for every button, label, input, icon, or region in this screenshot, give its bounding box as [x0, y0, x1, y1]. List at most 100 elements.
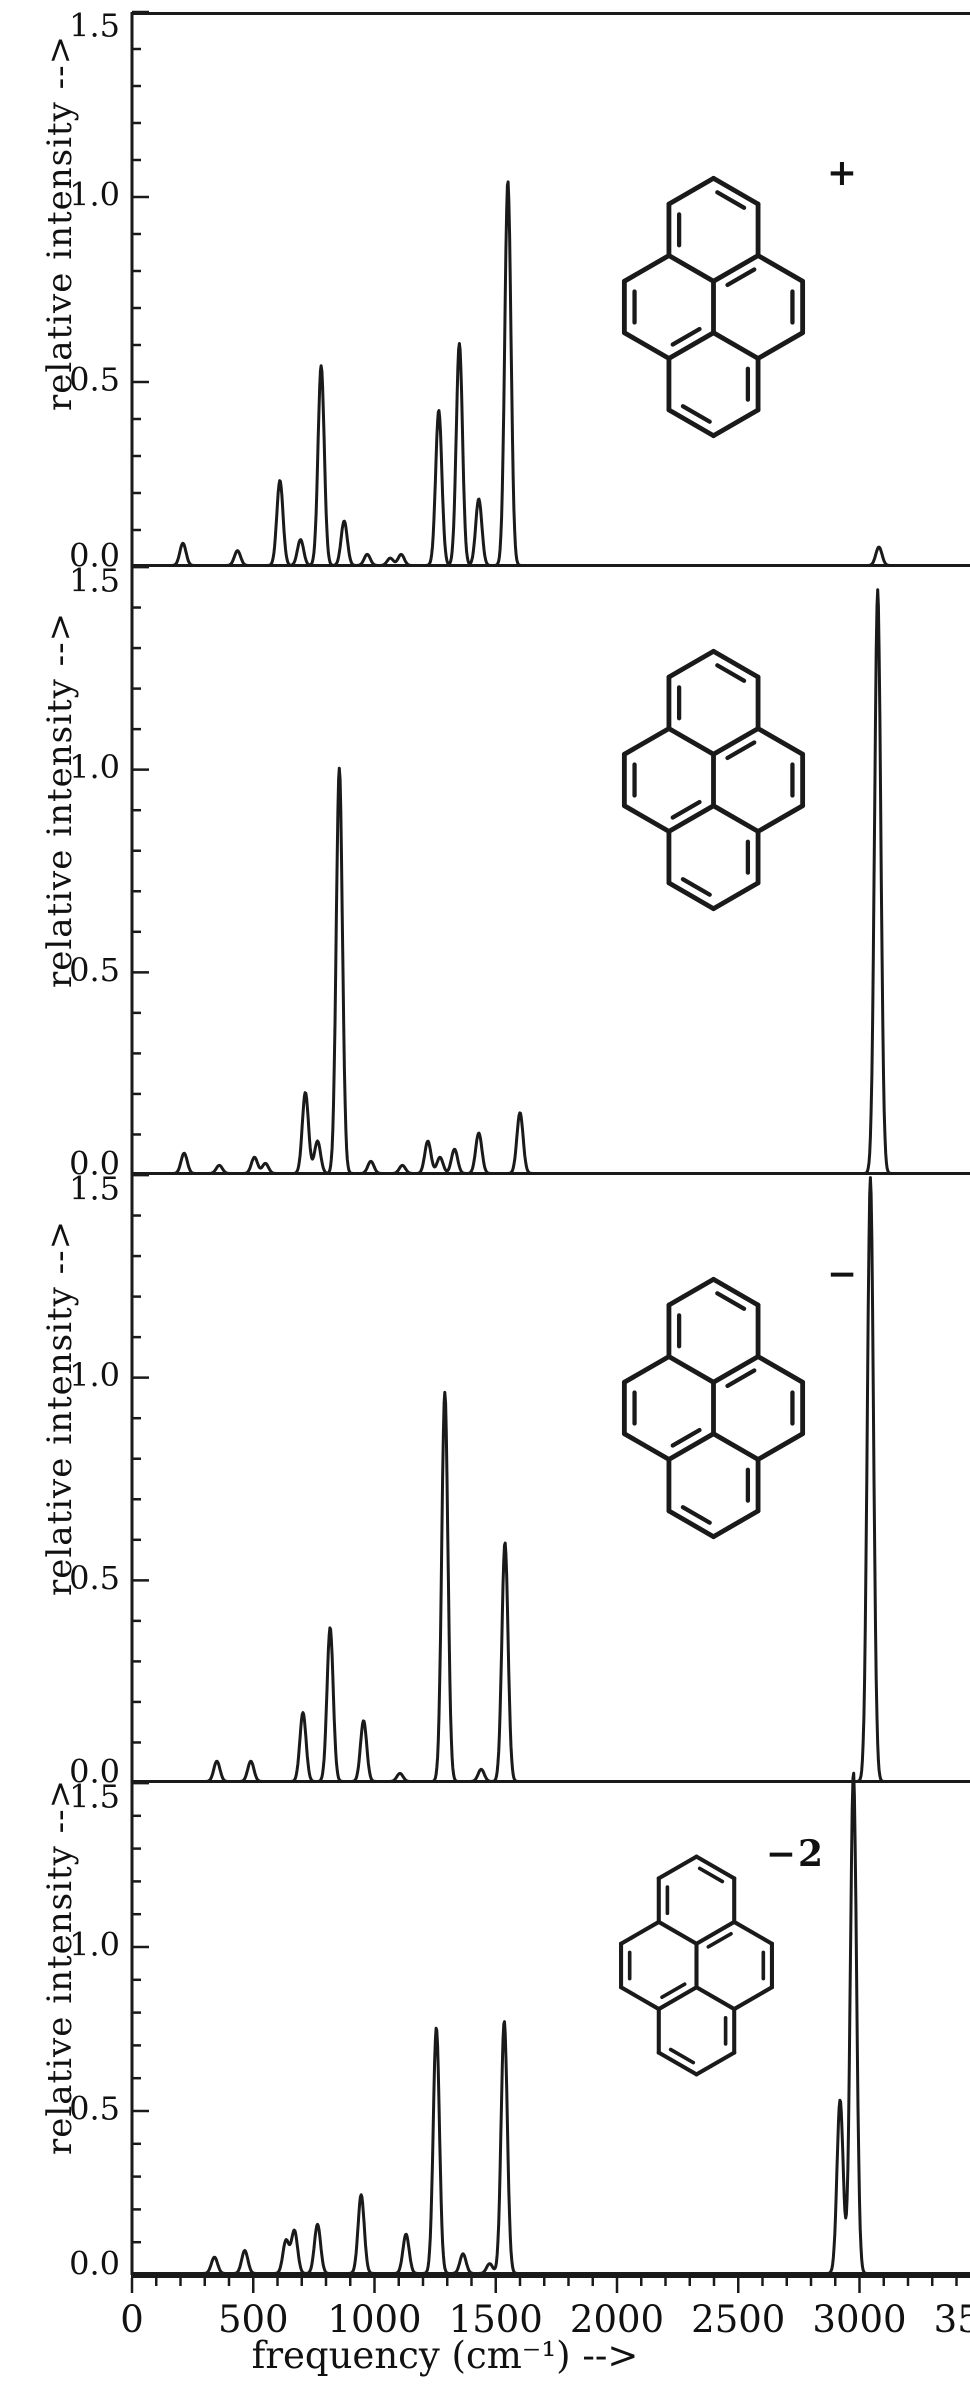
- x-tick-label: 1000: [327, 2298, 421, 2339]
- bond: [619, 1919, 661, 1946]
- double-bond-inner-line: [715, 1291, 747, 1311]
- bond: [711, 1431, 761, 1462]
- pyrene-cation-structure: +: [602, 152, 857, 452]
- bond: [621, 253, 672, 284]
- double-bond-inner-line: [680, 1505, 712, 1525]
- y-tick-label: 1.5: [69, 562, 120, 600]
- bond: [755, 803, 806, 834]
- bond: [711, 1276, 761, 1308]
- pyrene-neutral-structure: [602, 635, 825, 925]
- y-axis-title: relative intensity -->: [40, 1220, 80, 1597]
- bond: [666, 648, 716, 680]
- bond: [711, 648, 761, 680]
- bond: [694, 1919, 737, 1946]
- y-tick-label: 1.5: [69, 1170, 120, 1208]
- x-axis-title: frequency (cm⁻¹) -->: [251, 2334, 639, 2377]
- double-bond-inner-line: [680, 877, 712, 897]
- bond: [694, 2050, 737, 2077]
- charge-label-cation: +: [826, 152, 859, 194]
- pyrene-anion-structure: −: [602, 1253, 857, 1553]
- bond: [619, 1985, 661, 2012]
- x-tick-label: 0: [120, 2298, 144, 2339]
- bond: [621, 1431, 672, 1462]
- bond: [732, 1985, 774, 2012]
- spectrum-curve: [131, 180, 970, 567]
- x-tick-label: 500: [218, 2298, 289, 2339]
- double-bond-inner-line: [660, 1982, 687, 2000]
- y-tick-label: 0.5: [69, 361, 120, 399]
- double-bond-inner-line: [725, 267, 757, 288]
- double-bond-inner-line: [668, 2047, 696, 2065]
- double-bond-inner-line: [697, 1866, 725, 1884]
- y-tick-label: 0.0: [69, 1145, 120, 1183]
- double-bond-inner-line: [706, 1931, 733, 1949]
- bond: [621, 803, 672, 834]
- bond: [666, 330, 716, 361]
- bond: [732, 1919, 774, 1946]
- bond: [666, 253, 716, 284]
- cation-spectrum-plot: 0.0 0.5 1.0 1.5: [69, 7, 970, 575]
- x-tick-label: 1500: [449, 2298, 543, 2339]
- spectrum-panel-cation: 0.0 0.5 1.0 1.5 relative intensity --> +: [0, 7, 970, 575]
- spectrum-curve: [131, 588, 970, 1175]
- double-bond-inner-line: [670, 326, 702, 347]
- spectrum-curve: [131, 1771, 970, 2275]
- bond: [711, 253, 761, 284]
- bond: [711, 803, 761, 834]
- x-tick-label: 3000: [812, 2298, 906, 2339]
- frequency-axis: 0 500 1000 1500 2000 2500 3000 3500: [120, 2275, 970, 2339]
- bond: [711, 880, 761, 912]
- bond: [755, 253, 806, 284]
- pyrene-dianion-structure: −2: [602, 1833, 823, 2088]
- bond: [666, 1508, 716, 1540]
- double-bond-inner-line: [725, 740, 757, 761]
- double-bond-inner-line: [670, 1427, 702, 1448]
- pyrene-skeleton-drawing: [621, 175, 806, 439]
- pyrene-skeleton-drawing: [621, 648, 806, 912]
- bond: [755, 1354, 806, 1385]
- bond: [694, 1854, 737, 1881]
- double-bond-inner-line: [680, 404, 712, 424]
- y-axis-title: relative intensity -->: [40, 34, 80, 411]
- bond: [656, 1985, 699, 2012]
- pyrene-skeleton-drawing: [619, 1854, 774, 2077]
- y-tick-label: 1.0: [69, 748, 120, 786]
- bond: [666, 1354, 716, 1385]
- bond: [711, 1354, 761, 1385]
- y-tick-label: 0.0: [69, 2245, 120, 2283]
- bond: [666, 880, 716, 912]
- bond: [656, 2050, 699, 2077]
- y-tick-label: 0.5: [69, 2090, 120, 2128]
- x-tick-label: 3500: [934, 2298, 970, 2339]
- spectrum-panel-anion: 0.0 0.5 1.0 1.5 relative intensity --> −: [0, 1170, 970, 1791]
- bond: [755, 726, 806, 757]
- bond: [656, 1919, 699, 1946]
- neutral-spectrum-plot: 0.0 0.5 1.0 1.5: [69, 562, 970, 1183]
- anion-spectrum-plot: 0.0 0.5 1.0 1.5: [69, 1170, 970, 1791]
- bond: [755, 1431, 806, 1462]
- y-tick-label: 0.5: [69, 951, 120, 989]
- bond: [656, 1854, 699, 1881]
- double-bond-inner-line: [715, 190, 747, 210]
- pyrene-skeleton-drawing: [621, 1276, 806, 1540]
- y-tick-label: 1.5: [69, 1778, 120, 1816]
- x-tick-label: 2000: [570, 2298, 664, 2339]
- bond: [666, 1431, 716, 1462]
- bond: [666, 726, 716, 757]
- bond: [711, 330, 761, 361]
- bond: [711, 1508, 761, 1540]
- y-axis-title: relative intensity -->: [40, 1778, 80, 2155]
- double-bond-inner-line: [715, 663, 747, 683]
- bond: [621, 726, 672, 757]
- bond: [711, 175, 761, 207]
- spectrum-curve: [131, 1176, 970, 1783]
- spectrum-panel-neutral: 0.0 0.5 1.0 1.5 relative intensity -->: [0, 562, 970, 1183]
- bond: [666, 407, 716, 439]
- bond: [755, 330, 806, 361]
- bond: [621, 1354, 672, 1385]
- dianion-spectrum-plot: 0.0 0.5 1.0 1.5: [69, 1771, 970, 2283]
- y-tick-label: 1.0: [69, 1926, 120, 1964]
- charge-label-anion: −: [826, 1253, 859, 1295]
- bond: [666, 175, 716, 207]
